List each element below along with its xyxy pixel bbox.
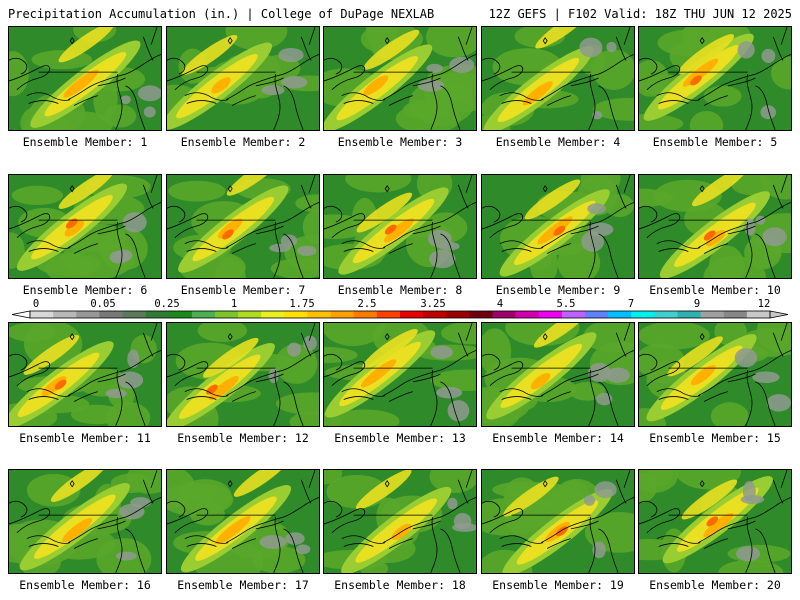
- ensemble-member-label: Ensemble Member: 20: [649, 578, 781, 592]
- ensemble-member-map: [166, 174, 320, 279]
- colorbar-tick-label: 0.05: [90, 298, 116, 310]
- colorbar-tick-label: 4: [496, 298, 504, 310]
- ensemble-member-label: Ensemble Member: 16: [19, 578, 151, 592]
- ensemble-member-map: [638, 469, 792, 574]
- ensemble-member-map: [8, 469, 162, 574]
- ensemble-member-map: [8, 174, 162, 279]
- ensemble-member-label: Ensemble Member: 11: [19, 431, 151, 445]
- colorbar-tick-label: 3.25: [420, 298, 446, 310]
- ensemble-member-label: Ensemble Member: 4: [495, 135, 621, 149]
- ensemble-member-label: Ensemble Member: 15: [649, 431, 781, 445]
- map-title: Precipitation Accumulation (in.) | Colle…: [8, 7, 435, 21]
- ensemble-member-label: Ensemble Member: 2: [180, 135, 306, 149]
- ensemble-member-map: [323, 322, 477, 427]
- colorbar-tick-label: 5.5: [556, 298, 576, 310]
- model-valid-time: 12Z GEFS | F102 Valid: 18Z THU JUN 12 20…: [488, 7, 792, 21]
- ensemble-member-label: Ensemble Member: 18: [334, 578, 466, 592]
- ensemble-member-label: Ensemble Member: 7: [180, 283, 306, 297]
- colorbar-tick-label: 1.75: [289, 298, 315, 310]
- ensemble-member-label: Ensemble Member: 14: [492, 431, 624, 445]
- ensemble-member-map: [323, 174, 477, 279]
- ensemble-member-map: [638, 26, 792, 131]
- ensemble-member-map: [323, 26, 477, 131]
- colorbar-tick-label: 12: [757, 298, 771, 310]
- ensemble-member-label: Ensemble Member: 12: [177, 431, 309, 445]
- colorbar-tick-label: 9: [693, 298, 701, 310]
- ensemble-member-map: [166, 469, 320, 574]
- ensemble-member-map: [166, 26, 320, 131]
- ensemble-member-label: Ensemble Member: 19: [492, 578, 624, 592]
- colorbar-tick-label: 7: [627, 298, 635, 310]
- ensemble-member-map: [481, 174, 635, 279]
- ensemble-member-label: Ensemble Member: 5: [652, 135, 778, 149]
- ensemble-member-label: Ensemble Member: 6: [22, 283, 148, 297]
- ensemble-member-map: [323, 469, 477, 574]
- ensemble-member-map: [481, 469, 635, 574]
- ensemble-member-map: [638, 174, 792, 279]
- ensemble-member-label: Ensemble Member: 1: [22, 135, 148, 149]
- ensemble-member-label: Ensemble Member: 10: [649, 283, 781, 297]
- ensemble-member-label: Ensemble Member: 17: [177, 578, 309, 592]
- ensemble-member-label: Ensemble Member: 3: [337, 135, 463, 149]
- ensemble-member-map: [166, 322, 320, 427]
- ensemble-member-map: [481, 322, 635, 427]
- ensemble-member-map: [8, 322, 162, 427]
- ensemble-member-label: Ensemble Member: 8: [337, 283, 463, 297]
- ensemble-member-map: [481, 26, 635, 131]
- colorbar-tick-label: 0: [32, 298, 40, 310]
- colorbar-tick-label: 0.25: [154, 298, 180, 310]
- precipitation-colorbar: [11, 310, 789, 319]
- ensemble-member-map: [638, 322, 792, 427]
- colorbar-tick-label: 2.5: [357, 298, 377, 310]
- ensemble-member-label: Ensemble Member: 9: [495, 283, 621, 297]
- ensemble-member-map: [8, 26, 162, 131]
- ensemble-member-label: Ensemble Member: 13: [334, 431, 466, 445]
- colorbar-tick-label: 1: [230, 298, 238, 310]
